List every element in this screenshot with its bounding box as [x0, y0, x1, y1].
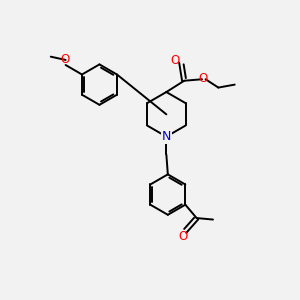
- Text: O: O: [170, 54, 179, 67]
- Text: O: O: [178, 230, 188, 243]
- Text: O: O: [199, 72, 208, 85]
- Text: O: O: [60, 53, 69, 66]
- Text: N: N: [162, 130, 171, 143]
